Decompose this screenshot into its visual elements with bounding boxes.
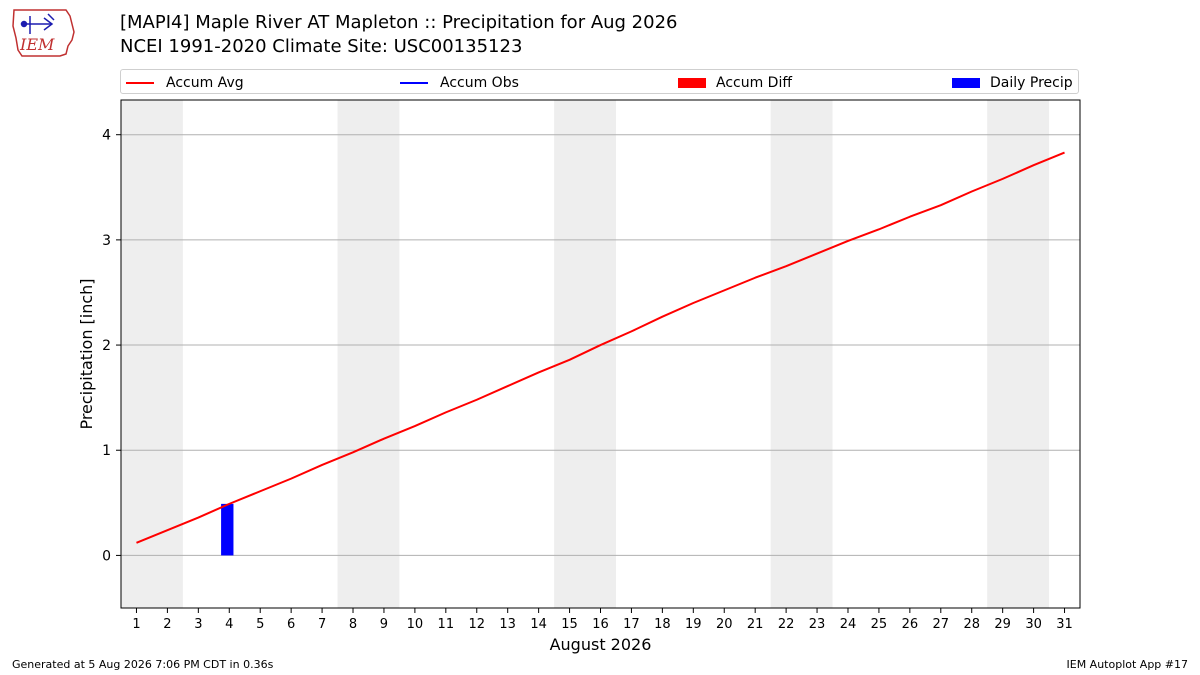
x-tick-label: 3 xyxy=(194,617,202,632)
x-tick-label: 19 xyxy=(685,617,702,632)
x-tick-label: 4 xyxy=(225,617,233,632)
x-tick-label: 30 xyxy=(1025,617,1042,632)
chart-title: [MAPI4] Maple River AT Mapleton :: Preci… xyxy=(120,12,678,33)
accum-avg-line xyxy=(136,151,1065,544)
legend-swatch-accum-avg xyxy=(126,81,154,84)
weekend-band-0 xyxy=(121,100,183,608)
x-tick-label: 7 xyxy=(318,617,326,632)
legend-item-accum-diff: Accum Diff xyxy=(678,70,792,95)
y-tick-label: 4 xyxy=(102,128,111,144)
x-tick-label: 28 xyxy=(963,617,980,632)
legend-swatch-accum-obs xyxy=(400,81,428,84)
weekend-band-2 xyxy=(554,100,616,608)
y-tick-label: 2 xyxy=(102,338,111,354)
x-tick-label: 21 xyxy=(747,617,764,632)
legend-label: Accum Obs xyxy=(440,74,519,91)
x-tick-label: 1 xyxy=(132,617,140,632)
legend-item-accum-obs: Accum Obs xyxy=(400,70,519,95)
x-tick-label: 13 xyxy=(499,617,516,632)
x-tick-label: 22 xyxy=(778,617,795,632)
x-tick-label: 11 xyxy=(438,617,455,632)
x-tick-label: 2 xyxy=(163,617,171,632)
weekend-band-4 xyxy=(987,100,1050,608)
iem-logo: IEM xyxy=(12,9,75,57)
x-tick-label: 8 xyxy=(349,617,357,632)
legend-label: Accum Diff xyxy=(716,74,793,91)
logo-text: IEM xyxy=(19,35,55,54)
x-tick-label: 27 xyxy=(933,617,950,632)
x-tick-label: 6 xyxy=(287,617,295,632)
y-tick-label: 1 xyxy=(102,443,111,459)
x-tick-label: 5 xyxy=(256,617,264,632)
x-tick-label: 20 xyxy=(716,617,733,632)
plot-frame xyxy=(120,99,1081,609)
x-tick-label: 17 xyxy=(623,617,640,632)
x-tick-label: 10 xyxy=(407,617,424,632)
chart-subtitle: NCEI 1991-2020 Climate Site: USC00135123 xyxy=(120,36,523,57)
generated-note: Generated at 5 Aug 2026 7:06 PM CDT in 0… xyxy=(12,658,274,671)
x-tick-label: 15 xyxy=(561,617,578,632)
x-tick-label: 23 xyxy=(809,617,826,632)
legend-swatch-daily-precip xyxy=(952,77,980,88)
x-tick-label: 29 xyxy=(994,617,1011,632)
x-tick-label: 31 xyxy=(1056,617,1073,632)
legend-item-accum-avg: Accum Avg xyxy=(126,70,244,95)
app-note: IEM Autoplot App #17 xyxy=(1066,658,1189,671)
x-tick-label: 26 xyxy=(902,617,919,632)
x-tick-label: 16 xyxy=(592,617,609,632)
legend-label: Daily Precip xyxy=(990,74,1073,91)
y-axis-label: Precipitation [inch] xyxy=(77,278,96,429)
x-tick-label: 25 xyxy=(871,617,888,632)
x-tick-label: 12 xyxy=(468,617,485,632)
x-axis-label: August 2026 xyxy=(550,635,652,654)
chart-legend: Accum Avg Accum Obs Accum Diff Daily Pre… xyxy=(120,69,1079,94)
y-tick-label: 3 xyxy=(102,233,111,249)
y-tick-label: 0 xyxy=(102,548,111,564)
x-tick-label: 24 xyxy=(840,617,857,632)
weekend-band-3 xyxy=(770,100,833,608)
weekend-band-1 xyxy=(337,100,400,608)
x-tick-label: 9 xyxy=(380,617,388,632)
x-tick-label: 18 xyxy=(654,617,671,632)
legend-swatch-accum-diff xyxy=(678,77,706,88)
x-tick-label: 14 xyxy=(530,617,547,632)
legend-item-daily-precip: Daily Precip xyxy=(952,70,1073,95)
legend-label: Accum Avg xyxy=(166,74,244,91)
daily-precip-bar-0 xyxy=(221,503,234,556)
